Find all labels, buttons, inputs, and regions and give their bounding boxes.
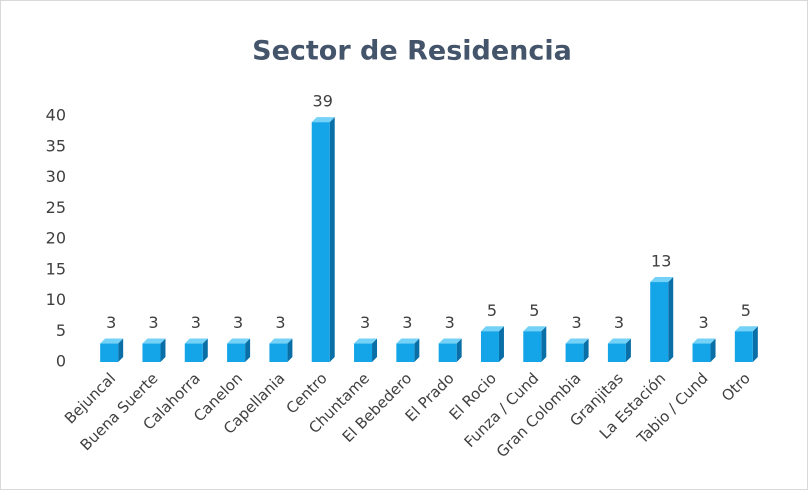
y-tick-label: 15 [46,259,66,278]
bar [100,344,118,362]
bar [735,331,753,362]
bar [439,344,457,362]
data-label: 5 [741,301,751,320]
y-tick-label: 40 [46,106,66,125]
y-tick-label: 0 [56,352,66,371]
data-label: 5 [487,301,497,320]
bar [481,331,499,362]
data-label: 39 [313,92,333,111]
bar [693,344,711,362]
bar [608,344,626,362]
data-label: 3 [445,313,455,332]
data-label: 3 [106,313,116,332]
y-tick-label: 30 [46,167,66,186]
bar-side [499,326,504,362]
y-tick-label: 25 [46,198,66,217]
data-label: 3 [360,313,370,332]
chart: Sector de Residencia 0510152025303540Bej… [0,0,808,490]
y-tick-label: 20 [46,229,66,248]
bar [523,331,541,362]
bar [312,122,330,362]
y-tick-label: 5 [56,321,66,340]
data-label: 13 [651,252,671,271]
bar [354,344,372,362]
chart-title: Sector de Residencia [252,36,572,67]
page: Sector de Residencia 0510152025303540Bej… [0,0,808,490]
bar [566,344,584,362]
data-label: 3 [402,313,412,332]
data-label: 5 [529,301,539,320]
bar [227,344,245,362]
bar [269,344,287,362]
bar [142,344,160,362]
data-label: 3 [572,313,582,332]
data-label: 3 [233,313,243,332]
data-label: 3 [614,313,624,332]
bar-side [330,117,335,362]
data-label: 3 [148,313,158,332]
bar-side [668,277,673,362]
bar [650,282,668,362]
bar-side [541,326,546,362]
bar [185,344,203,362]
bar [396,344,414,362]
data-label: 3 [275,313,285,332]
data-label: 3 [191,313,201,332]
y-tick-label: 35 [46,136,66,155]
y-tick-label: 10 [46,290,66,309]
data-label: 3 [698,313,708,332]
bar-side [753,326,758,362]
